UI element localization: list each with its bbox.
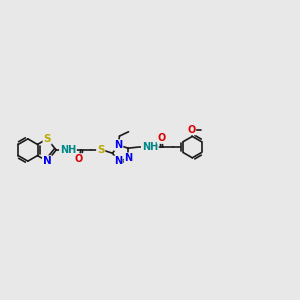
- Text: NH: NH: [142, 142, 158, 152]
- Text: N: N: [124, 153, 133, 163]
- Text: NH: NH: [60, 145, 76, 155]
- Text: O: O: [75, 154, 83, 164]
- Text: O: O: [158, 133, 166, 143]
- Text: N: N: [43, 156, 52, 166]
- Text: O: O: [187, 124, 195, 134]
- Text: S: S: [44, 134, 51, 144]
- Text: S: S: [97, 145, 104, 155]
- Text: N: N: [114, 156, 122, 167]
- Text: N: N: [114, 140, 122, 150]
